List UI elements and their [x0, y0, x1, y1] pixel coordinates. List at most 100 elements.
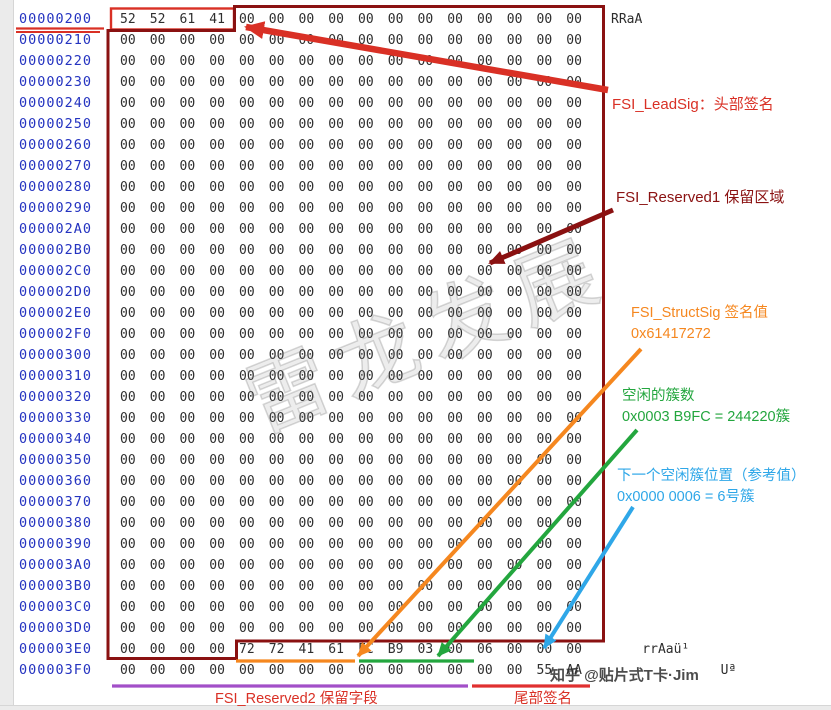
byte-cell[interactable]: 00	[536, 138, 553, 153]
byte-cell[interactable]: 00	[149, 432, 166, 447]
byte-cell[interactable]: 00	[209, 516, 225, 531]
byte-cell[interactable]: 00	[268, 600, 285, 615]
byte-cell[interactable]: 00	[268, 558, 285, 573]
byte-cell[interactable]: 00	[328, 327, 344, 342]
byte-cell[interactable]: 00	[149, 453, 166, 468]
byte-cell[interactable]: 00	[268, 96, 285, 111]
byte-cell[interactable]: 00	[298, 306, 315, 321]
byte-cell[interactable]: 00	[536, 495, 553, 510]
byte-cell[interactable]: 00	[209, 306, 225, 321]
byte-cell[interactable]: 52	[149, 12, 166, 27]
byte-cell[interactable]: 00	[149, 201, 166, 216]
byte-cell[interactable]: 00	[387, 516, 404, 531]
byte-cell[interactable]: 00	[358, 369, 374, 384]
byte-cell[interactable]: 00	[149, 411, 166, 426]
byte-cell[interactable]: 00	[328, 474, 344, 489]
byte-cell[interactable]: 00	[566, 642, 582, 657]
byte-cell[interactable]: 00	[179, 54, 196, 69]
byte-cell[interactable]: 00	[209, 138, 225, 153]
byte-cell[interactable]: 00	[477, 495, 493, 510]
byte-cell[interactable]: 00	[268, 138, 285, 153]
byte-cell[interactable]: 00	[239, 33, 255, 48]
byte-cell[interactable]: 00	[477, 516, 493, 531]
byte-cell[interactable]: 00	[358, 663, 374, 678]
byte-cell[interactable]: 00	[358, 33, 374, 48]
byte-cell[interactable]: 00	[417, 537, 434, 552]
byte-cell[interactable]: 00	[477, 432, 493, 447]
byte-cell[interactable]: 00	[298, 54, 315, 69]
byte-cell[interactable]: 00	[268, 159, 285, 174]
byte-cell[interactable]: 00	[447, 642, 463, 657]
byte-cell[interactable]: 00	[209, 432, 225, 447]
byte-cell[interactable]: 00	[358, 474, 374, 489]
byte-cell[interactable]: 00	[149, 663, 166, 678]
byte-cell[interactable]: 00	[566, 348, 582, 363]
byte-cell[interactable]: 00	[536, 96, 553, 111]
byte-cell[interactable]: 00	[566, 306, 582, 321]
byte-cell[interactable]: 00	[209, 663, 225, 678]
byte-cell[interactable]: 00	[120, 285, 136, 300]
byte-cell[interactable]: 00	[447, 201, 463, 216]
byte-cell[interactable]: 00	[149, 600, 166, 615]
byte-cell[interactable]: 00	[417, 243, 434, 258]
byte-cell[interactable]: 00	[536, 54, 553, 69]
byte-cell[interactable]: 00	[209, 411, 225, 426]
byte-cell[interactable]: 00	[566, 600, 582, 615]
byte-cell[interactable]: 00	[120, 663, 136, 678]
byte-cell[interactable]: 00	[239, 495, 255, 510]
byte-cell[interactable]: 00	[477, 390, 493, 405]
byte-cell[interactable]: 03	[417, 642, 434, 657]
byte-cell[interactable]: 00	[506, 201, 523, 216]
byte-cell[interactable]: 00	[268, 411, 285, 426]
byte-cell[interactable]: 00	[120, 201, 136, 216]
byte-cell[interactable]: 00	[298, 96, 315, 111]
byte-cell[interactable]: 00	[328, 600, 344, 615]
byte-cell[interactable]: 00	[120, 369, 136, 384]
byte-cell[interactable]: 00	[477, 159, 493, 174]
byte-cell[interactable]: 00	[209, 96, 225, 111]
byte-cell[interactable]: 00	[506, 537, 523, 552]
byte-cell[interactable]: 00	[387, 579, 404, 594]
byte-cell[interactable]: 00	[506, 96, 523, 111]
byte-cell[interactable]: 00	[477, 369, 493, 384]
byte-cell[interactable]: 00	[417, 264, 434, 279]
byte-cell[interactable]: 00	[358, 579, 374, 594]
byte-cell[interactable]: 00	[239, 12, 255, 27]
byte-cell[interactable]: 00	[358, 54, 374, 69]
byte-cell[interactable]: 00	[120, 558, 136, 573]
byte-cell[interactable]: 00	[447, 558, 463, 573]
byte-cell[interactable]: 00	[447, 138, 463, 153]
byte-cell[interactable]: 00	[268, 432, 285, 447]
byte-cell[interactable]: 55	[536, 663, 553, 678]
byte-cell[interactable]: 00	[268, 306, 285, 321]
byte-cell[interactable]: 00	[566, 117, 582, 132]
byte-cell[interactable]: 00	[417, 96, 434, 111]
byte-cell[interactable]: 00	[417, 201, 434, 216]
byte-cell[interactable]: 00	[120, 306, 136, 321]
byte-cell[interactable]: 00	[209, 285, 225, 300]
byte-cell[interactable]: 00	[506, 369, 523, 384]
byte-cell[interactable]: 00	[179, 474, 196, 489]
byte-cell[interactable]: 00	[298, 600, 315, 615]
byte-cell[interactable]: 00	[506, 579, 523, 594]
byte-cell[interactable]: 00	[417, 600, 434, 615]
byte-cell[interactable]: 00	[536, 159, 553, 174]
byte-cell[interactable]: 00	[506, 516, 523, 531]
byte-cell[interactable]: AA	[566, 663, 582, 678]
byte-cell[interactable]: 00	[268, 117, 285, 132]
byte-cell[interactable]: 00	[120, 348, 136, 363]
byte-cell[interactable]: 00	[447, 579, 463, 594]
byte-cell[interactable]: 00	[179, 390, 196, 405]
byte-cell[interactable]: 00	[447, 432, 463, 447]
byte-cell[interactable]: 00	[328, 12, 344, 27]
byte-cell[interactable]: 00	[239, 579, 255, 594]
byte-cell[interactable]: 00	[566, 33, 582, 48]
byte-cell[interactable]: 00	[536, 75, 553, 90]
byte-cell[interactable]: 00	[149, 138, 166, 153]
byte-cell[interactable]: 00	[447, 12, 463, 27]
byte-cell[interactable]: 72	[268, 642, 285, 657]
byte-cell[interactable]: 00	[536, 306, 553, 321]
byte-cell[interactable]: 00	[328, 495, 344, 510]
byte-cell[interactable]: 00	[536, 222, 553, 237]
byte-cell[interactable]: 00	[239, 663, 255, 678]
